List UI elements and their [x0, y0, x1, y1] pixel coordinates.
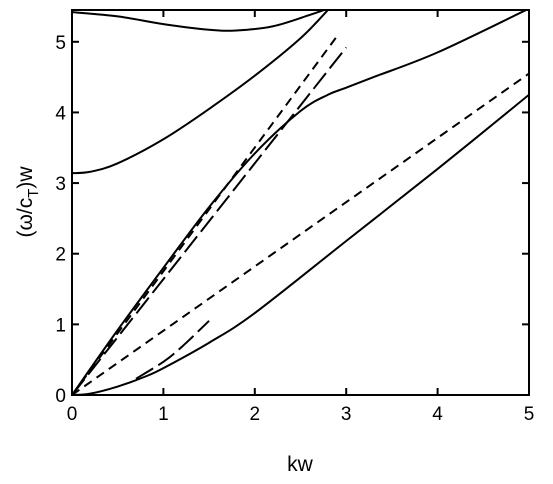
y-axis-label: (ω/cT)w: [14, 166, 42, 238]
x-tick-label: 3: [341, 404, 352, 425]
y-tick-label: 5: [55, 33, 66, 54]
x-tick-label: 0: [67, 404, 78, 425]
curve-long-dash-8: [135, 320, 210, 380]
y-tick-label: 0: [55, 386, 66, 407]
plot-frame: [71, 9, 530, 396]
x-tick-label: 4: [432, 404, 443, 425]
y-tick-label: 2: [55, 245, 66, 266]
curve-solid-2: [72, 10, 329, 175]
y-tick-label: 1: [55, 315, 66, 336]
curves-group: [72, 10, 529, 395]
curve-solid-4: [72, 93, 529, 395]
x-axis-label: kw: [287, 453, 314, 476]
x-tick-label: 1: [158, 404, 169, 425]
y-tick-label: 3: [55, 174, 66, 195]
x-tick-label: 5: [524, 404, 535, 425]
x-axis: 0 1 2 3 4 5: [67, 10, 535, 425]
x-tick-label: 2: [250, 404, 261, 425]
curve-solid-1: [72, 10, 327, 32]
y-axis: 0 1 2 3 4 5: [55, 33, 529, 407]
curve-dashed-5: [72, 72, 529, 395]
y-tick-label: 4: [55, 103, 66, 124]
curve-solid-3: [72, 10, 529, 395]
curve-long-dash-7: [72, 46, 347, 395]
curve-dashed-6: [72, 35, 338, 395]
